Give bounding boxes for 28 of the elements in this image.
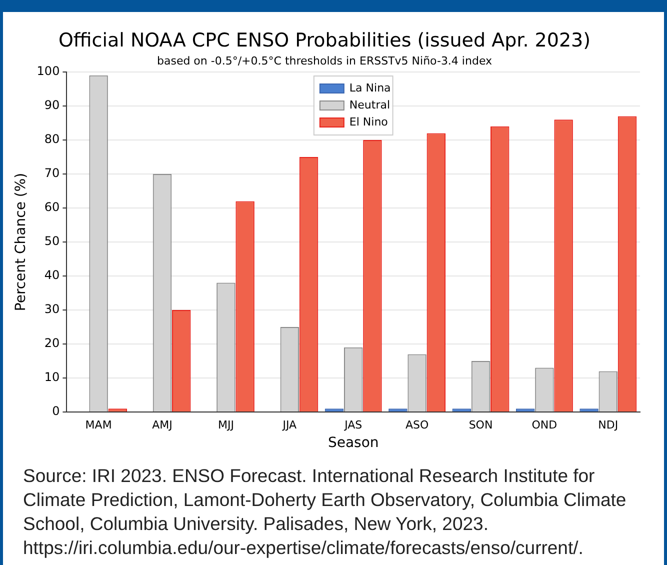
y-axis-title: Percent Chance (%) [13,172,30,312]
x-tick-label: ASO [405,418,429,432]
y-tick-label: 10 [44,370,60,384]
chart-title: Official NOAA CPC ENSO Probabilities (issued Apr. 2023) [58,29,591,52]
y-tick-label: 80 [44,132,60,146]
y-tick-label: 60 [44,200,60,214]
x-tick-label: JJA [282,418,298,432]
y-tick-label: 30 [44,302,60,316]
source-note: Source: IRI 2023. ENSO Forecast. International Research Institute for Climate Prediction, Lamont-Doherty Earth Observatory, Columbia Climate School, Columbia University. Palisades, New York, 2023. https://iri.columbia.edu/our-expertise/climate/forecasts/enso/current/. [23,464,628,560]
y-tick-label: 20 [44,336,60,350]
y-tick-label: 90 [44,98,60,112]
legend-label: Neutral [349,98,390,112]
x-tick-label: OND [532,418,558,432]
x-tick-label: JAS [344,418,362,432]
y-tick-label: 100 [36,64,60,78]
x-tick-label: MAM [85,418,112,432]
x-tick-label: AMJ [152,418,172,432]
legend-label: La Nina [349,81,391,94]
x-tick-label: SON [468,418,493,432]
legend-label: El Nino [349,115,388,128]
x-tick-label: NDJ [598,418,618,432]
x-tick-label: MJJ [218,418,234,432]
y-tick-label: 50 [44,234,60,248]
chart-subtitle: based on -0.5°/+0.5°C thresholds in ERSSTv5 Niño-3.4 index [156,54,493,68]
y-tick-label: 0 [52,404,60,418]
x-axis-title: Season [328,435,379,452]
y-tick-label: 40 [44,268,60,282]
y-tick-label: 70 [44,166,60,180]
